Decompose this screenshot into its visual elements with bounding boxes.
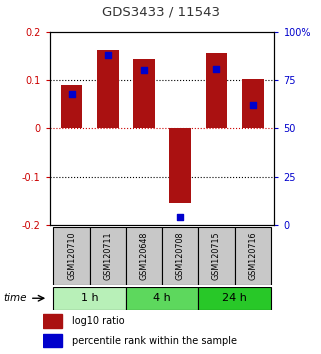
Point [214, 66, 219, 72]
Bar [198, 227, 235, 285]
Bar [43, 314, 62, 328]
Text: 1 h: 1 h [81, 293, 99, 303]
Bar [90, 227, 126, 285]
Text: GSM120715: GSM120715 [212, 232, 221, 280]
Bar [126, 287, 198, 310]
Point [178, 214, 183, 220]
Text: time: time [3, 293, 27, 303]
Bar [97, 50, 119, 128]
Bar [235, 227, 271, 285]
Text: percentile rank within the sample: percentile rank within the sample [72, 336, 237, 346]
Point [250, 102, 255, 108]
Bar [133, 59, 155, 128]
Text: GSM120710: GSM120710 [67, 232, 76, 280]
Bar [198, 287, 271, 310]
Bar [53, 227, 90, 285]
Bar [205, 53, 227, 128]
Bar [61, 85, 82, 128]
Text: GSM120708: GSM120708 [176, 232, 185, 280]
Point [69, 91, 74, 96]
Bar [242, 79, 264, 128]
Bar [169, 128, 191, 203]
Point [105, 52, 110, 58]
Text: GSM120711: GSM120711 [103, 232, 112, 280]
Text: GSM120648: GSM120648 [140, 232, 149, 280]
Text: 4 h: 4 h [153, 293, 171, 303]
Text: 24 h: 24 h [222, 293, 247, 303]
Point [142, 68, 147, 73]
Text: GSM120716: GSM120716 [248, 232, 257, 280]
Bar [162, 227, 198, 285]
Bar [53, 287, 126, 310]
Bar [126, 227, 162, 285]
Text: GDS3433 / 11543: GDS3433 / 11543 [101, 6, 220, 19]
Text: log10 ratio: log10 ratio [72, 316, 125, 326]
Bar [43, 334, 62, 347]
